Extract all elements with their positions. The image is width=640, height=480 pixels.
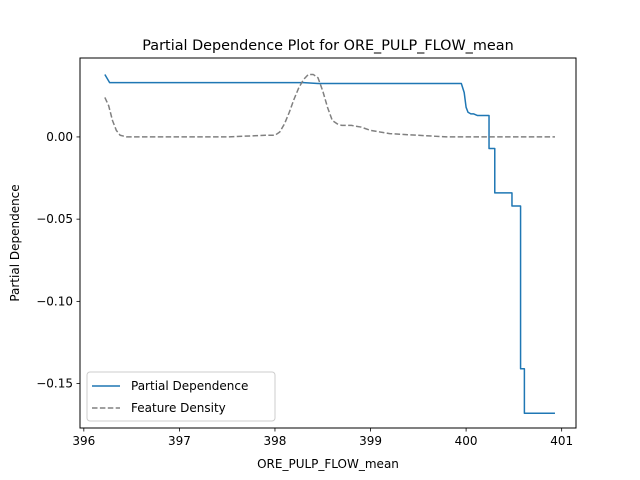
x-tick-label: 397 (168, 434, 191, 448)
legend-box (86, 371, 276, 422)
y-axis-label: Partial Dependence (8, 184, 22, 301)
chart-title: Partial Dependence Plot for ORE_PULP_FLO… (142, 38, 513, 54)
series-line-partial-dependence (104, 74, 555, 414)
x-tick-label: 401 (550, 434, 573, 448)
ticks-layer: 396 397 398 399 400 401 0.00 −0.05 −0.10 −0.15 (36, 130, 573, 448)
series-layer (104, 73, 555, 414)
legend-label-feature-density: Feature Density (131, 401, 226, 415)
y-tick-label: 0.00 (46, 130, 73, 144)
plot-frame (79, 57, 577, 429)
y-tick-label: −0.15 (36, 377, 73, 391)
x-tick-label: 399 (359, 434, 382, 448)
legend: Partial Dependence Feature Density (86, 371, 276, 422)
x-tick-label: 398 (264, 434, 287, 448)
y-tick-label: −0.10 (36, 294, 73, 308)
x-tick-label: 400 (455, 434, 478, 448)
x-axis-label: ORE_PULP_FLOW_mean (257, 457, 399, 471)
y-tick-label: −0.05 (36, 212, 73, 226)
legend-label-partial-dependence: Partial Dependence (131, 379, 248, 393)
x-tick-label: 396 (72, 434, 95, 448)
series-line-feature-density (104, 73, 555, 138)
